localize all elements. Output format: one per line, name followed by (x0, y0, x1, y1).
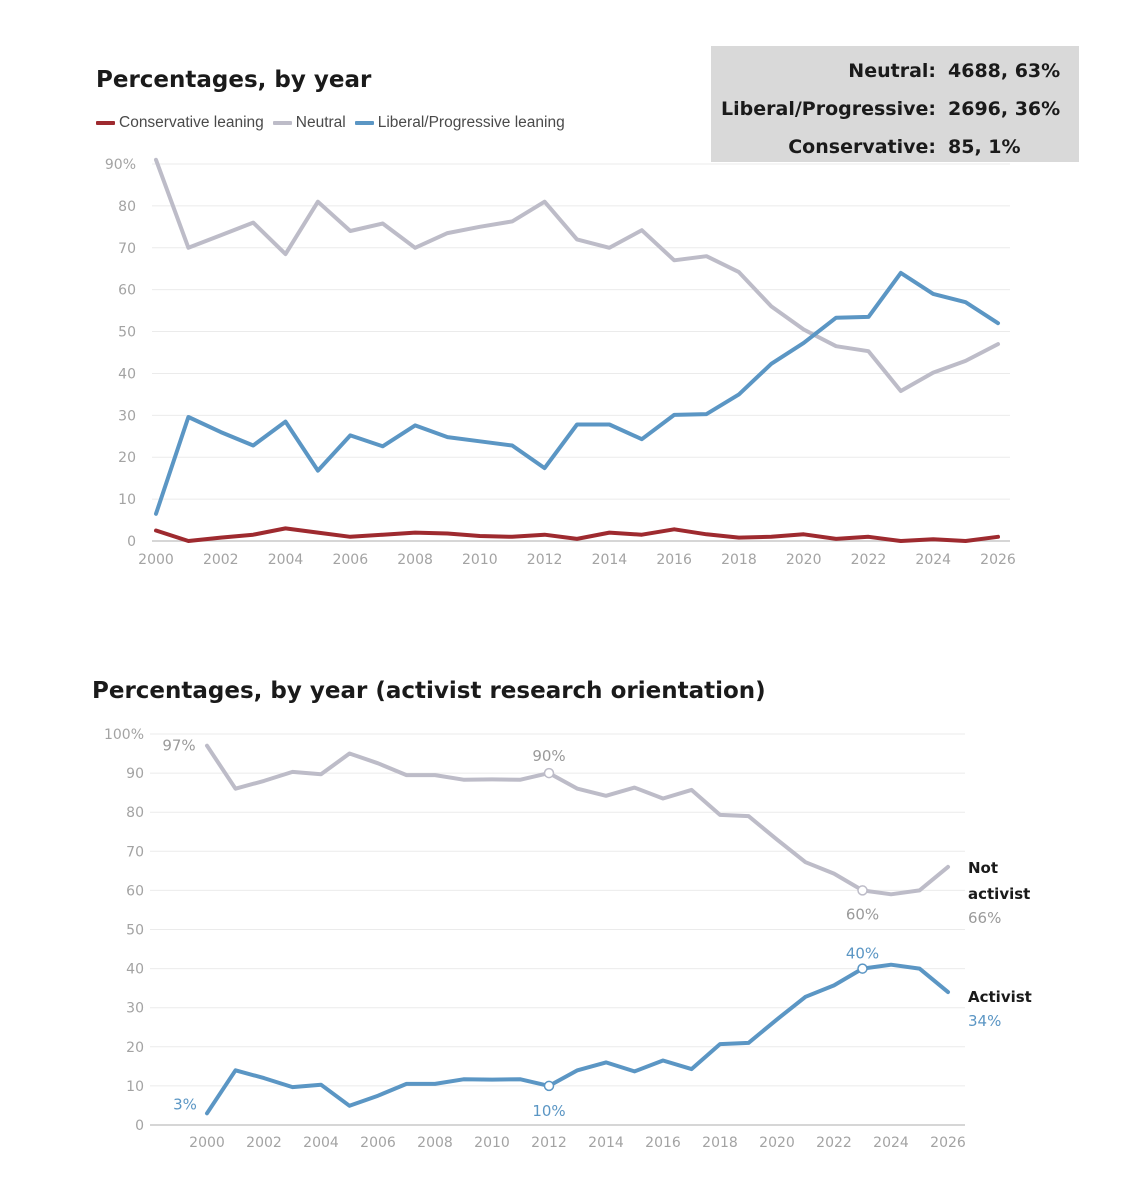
chart-2-annotation-activist-2023-label: 40% (846, 945, 879, 963)
chart-1-x-tick-label-2004: 2004 (268, 552, 304, 568)
chart-2-x-tick-label-2014: 2014 (588, 1135, 624, 1151)
chart-1-y-tick-label-20: 20 (118, 450, 136, 466)
chart-2-x-tick-label-2012: 2012 (531, 1135, 567, 1151)
chart-2-end-label-not-activist-line-2: activist (968, 885, 1030, 903)
chart-1-y-tick-label-0: 0 (127, 534, 136, 550)
legend-swatch-liberal (354, 121, 374, 125)
chart-1-series-line-conservative-leaning (154, 526, 1000, 543)
chart-1-series-line-liberal-progressive-leaning (154, 270, 1000, 516)
legend-label-liberal: Liberal/Progressive leaning (377, 114, 565, 131)
chart-1-x-tick-label-2026: 2026 (980, 552, 1016, 568)
chart-1-x-tick-label-2016: 2016 (656, 552, 692, 568)
summary-row-liberal: Liberal/Progressive: 2696, 36% (711, 90, 1065, 128)
chart-2-annotation-not-activist-2012-label: 90% (532, 747, 565, 765)
chart-2-y-tick-label-80: 80 (126, 805, 144, 821)
summary-value-neutral: 4688, 63% (948, 60, 1061, 82)
chart-1-series-line-neutral (154, 157, 1000, 393)
chart-2-x-tick-label-2008: 2008 (417, 1135, 453, 1151)
legend-label-conservative: Conservative leaning (119, 114, 264, 131)
chart-2-y-tick-label-60: 60 (126, 883, 144, 899)
legend-item-liberal: Liberal/Progressive leaning (354, 114, 565, 132)
chart-1-x-tick-label-2018: 2018 (721, 552, 757, 568)
chart-2-title: Percentages, by year (activist research … (92, 678, 766, 704)
chart-2-series-line-not-activist (205, 743, 950, 897)
chart-2-x-tick-label-2004: 2004 (303, 1135, 339, 1151)
chart-2-annotation-activist-2012-marker (543, 1080, 555, 1092)
chart-1-y-tick-label-90: 90% (105, 157, 136, 173)
chart-1-y-tick-label-30: 30 (118, 408, 136, 424)
chart-2-x-tick-label-2020: 2020 (759, 1135, 795, 1151)
summary-label-neutral: Neutral: (848, 60, 936, 82)
chart-1-x-tick-label-2002: 2002 (203, 552, 239, 568)
summary-label-liberal: Liberal/Progressive: (721, 98, 936, 120)
chart-1-x-tick-label-2020: 2020 (786, 552, 822, 568)
chart-1-title: Percentages, by year (96, 67, 372, 93)
chart-1-y-tick-label-70: 70 (118, 241, 136, 257)
chart-1-y-tick-label-80: 80 (118, 199, 136, 215)
chart-2-y-tick-label-40: 40 (126, 962, 144, 978)
chart-2-x-tick-label-2006: 2006 (360, 1135, 396, 1151)
chart-2-annotation-not-activist-2023-label: 60% (846, 905, 879, 923)
chart-2-y-tick-label-0: 0 (135, 1118, 144, 1134)
chart-1-y-tick-label-10: 10 (118, 492, 136, 508)
chart-2-y-tick-label-10: 10 (126, 1079, 144, 1095)
chart-2-end-label-not-activist-line-1: Not (968, 859, 998, 877)
chart-2-x-tick-label-2026: 2026 (930, 1135, 966, 1151)
chart-1-x-tick-label-2014: 2014 (592, 552, 628, 568)
chart-1-x-tick-label-2008: 2008 (397, 552, 433, 568)
summary-label-conservative: Conservative: (788, 136, 936, 158)
chart-1-plot: 0 10 20 30 40 50 60 70 80 90% 2000 2002 2004 2006 2008… (105, 157, 1016, 568)
chart-2-annotation-activist-2023-marker (857, 963, 868, 974)
chart-2-x-tick-label-2010: 2010 (474, 1135, 510, 1151)
chart-2-annotation-activist-2012-label: 10% (532, 1102, 565, 1120)
legend-item-neutral: Neutral (272, 114, 346, 132)
chart-2-y-tick-label-90: 90 (126, 766, 144, 782)
chart-2-y-tick-label-70: 70 (126, 844, 144, 860)
legend-swatch-conservative (96, 121, 115, 125)
chart-2-x-tick-label-2024: 2024 (873, 1135, 909, 1151)
chart-1-x-tick-label-2024: 2024 (915, 552, 951, 568)
chart-2-end-value-activist: 34% (968, 1012, 1001, 1030)
chart-2-y-tick-label-30: 30 (126, 1001, 144, 1017)
legend-item-conservative: Conservative leaning (96, 114, 264, 132)
chart-2-end-label-activist-line-1: Activist (968, 988, 1032, 1006)
summary-row-conservative: Conservative: 85, 1% (711, 128, 1065, 166)
chart-1-legend: Conservative leaning Neutral Liberal/Pro… (96, 114, 574, 132)
summary-box: Neutral: 4688, 63% Liberal/Progressive: … (711, 46, 1079, 162)
summary-row-neutral: Neutral: 4688, 63% (711, 52, 1065, 90)
chart-1-x-tick-label-2012: 2012 (527, 552, 563, 568)
chart-1-x-tick-label-2022: 2022 (851, 552, 887, 568)
chart-2-y-tick-label-20: 20 (126, 1040, 144, 1056)
chart-2-series-line-activist (205, 962, 950, 1116)
chart-1-x-tick-label-2006: 2006 (332, 552, 368, 568)
chart-2-y-tick-label-100: 100% (104, 727, 144, 743)
chart-1-x-tick-label-2000: 2000 (138, 552, 174, 568)
chart-2-end-value-not-activist: 66% (968, 909, 1001, 927)
chart-2-annotation-not-activist-2012-marker (543, 767, 555, 779)
chart-1-y-tick-label-60: 60 (118, 283, 136, 299)
chart-2-annotation-activist-2000-label: 3% (173, 1095, 197, 1113)
chart-2-x-tick-label-2018: 2018 (702, 1135, 738, 1151)
legend-label-neutral: Neutral (295, 114, 346, 131)
summary-value-conservative: 85, 1% (948, 136, 1021, 158)
chart-2-x-tick-label-2000: 2000 (189, 1135, 225, 1151)
chart-1-x-tick-label-2010: 2010 (462, 552, 498, 568)
chart-2-x-tick-label-2022: 2022 (816, 1135, 852, 1151)
summary-value-liberal: 2696, 36% (948, 98, 1061, 120)
chart-1-y-tick-label-40: 40 (118, 366, 136, 382)
chart-2-annotation-not-activist-2000-label: 97% (162, 737, 195, 755)
chart-1-y-tick-label-50: 50 (118, 325, 136, 341)
chart-2-x-tick-label-2016: 2016 (645, 1135, 681, 1151)
chart-2-annotation-not-activist-2023-marker (857, 885, 868, 896)
chart-2-x-tick-label-2002: 2002 (246, 1135, 282, 1151)
legend-swatch-neutral (272, 121, 292, 125)
chart-2-y-tick-label-50: 50 (126, 923, 144, 939)
